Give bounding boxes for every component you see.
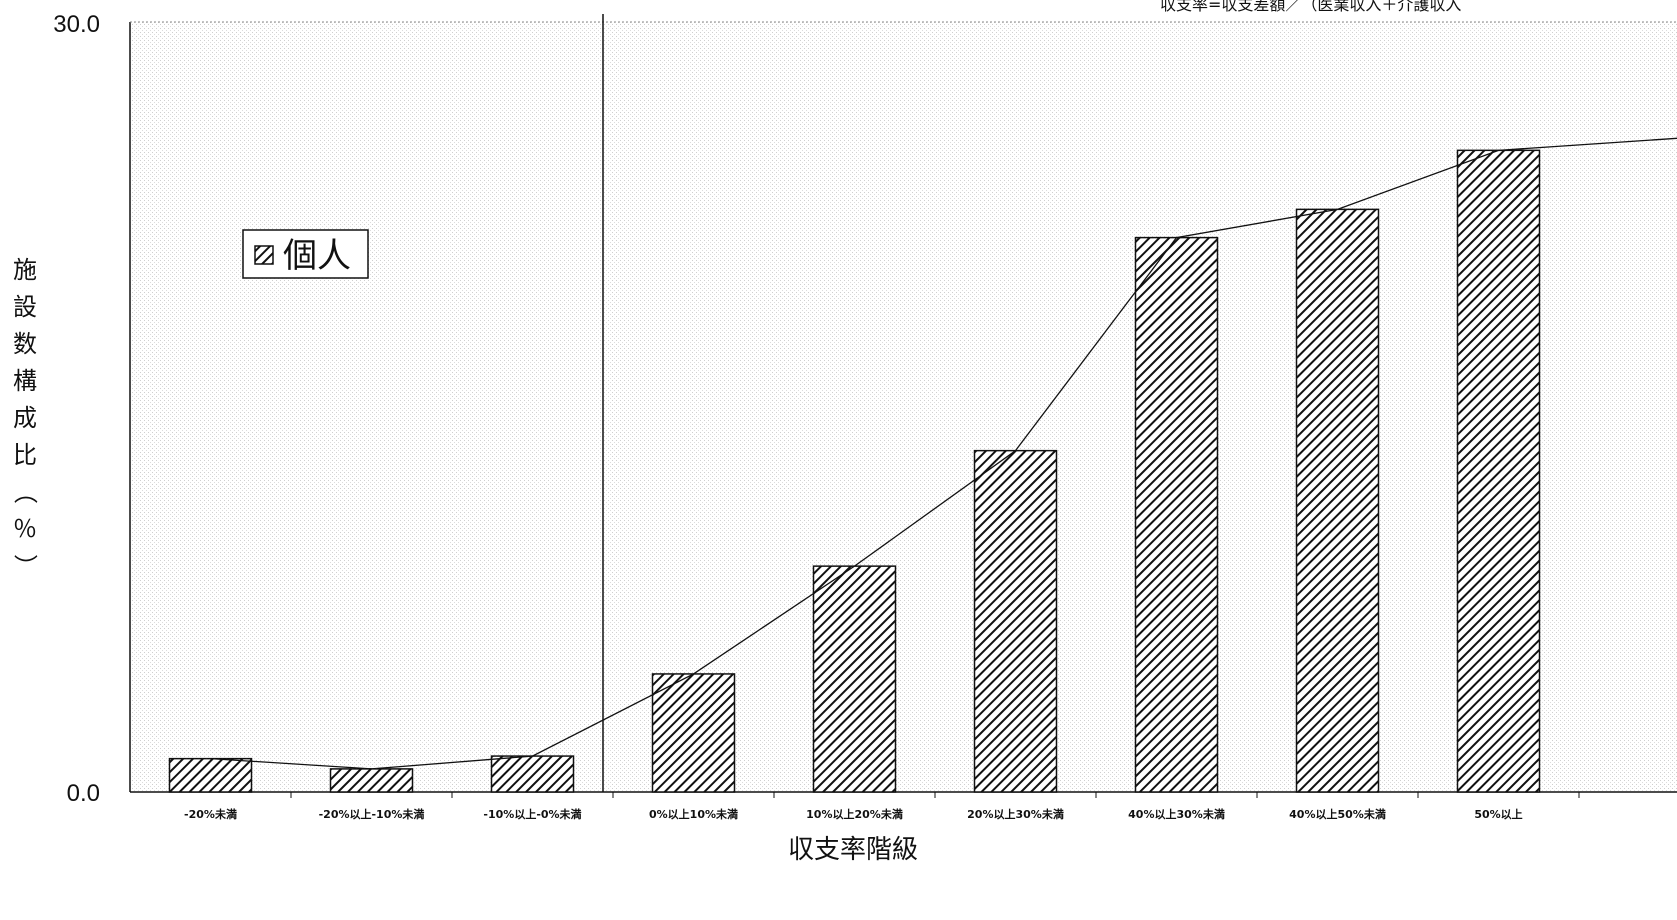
y-axis-label-char: 構 (13, 367, 37, 395)
bar-5 (973, 449, 1058, 793)
y-axis-label-char: 成 (13, 404, 37, 432)
bar-6 (1134, 236, 1219, 793)
y-axis-label-char: （ (11, 480, 39, 504)
y-tick-min: 0.0 (67, 780, 100, 807)
formula-note: 収支率=収支差額／（医業収入＋介護収入 (1160, 0, 1461, 14)
category-label-6: 40%以上30%未満 (1128, 807, 1225, 821)
bar-7 (1295, 208, 1380, 793)
bar-3 (651, 673, 736, 793)
category-label-0: -20%未満 (184, 807, 237, 821)
legend-swatch (254, 245, 274, 265)
y-axis-label-char: ） (11, 554, 39, 578)
category-label-7: 40%以上50%未満 (1289, 807, 1386, 821)
y-tick-max: 30.0 (53, 11, 100, 38)
category-label-5: 20%以上30%未満 (967, 807, 1064, 821)
y-axis-label-char: ％ (13, 515, 37, 543)
bar-0 (168, 757, 253, 793)
bar-8 (1456, 149, 1541, 793)
bar-2 (490, 755, 575, 793)
connector-line (210, 137, 1677, 770)
y-axis-label-char: 施 (13, 256, 37, 284)
category-label-4: 10%以上20%未満 (806, 807, 903, 821)
category-labels: -20%未満 -20%以上-10%未満 -10%以上-0%未満 0%以上10%未満 10… (184, 792, 1580, 821)
bar-4 (812, 565, 897, 793)
category-label-1: -20%以上-10%未満 (319, 807, 425, 821)
y-axis-label-char: 数 (13, 330, 37, 358)
x-axis-label: 収支率階級 (788, 835, 918, 865)
y-axis-label-char: 設 (13, 293, 37, 321)
y-axis-label-char: 比 (13, 441, 37, 469)
category-label-8: 50%以上 (1474, 807, 1522, 821)
bar-1 (329, 768, 414, 793)
bars (168, 149, 1541, 793)
plot-background (130, 22, 1677, 792)
legend: 個人 (242, 229, 369, 279)
legend-label: 個人 (283, 236, 351, 276)
category-label-3: 0%以上10%未満 (649, 807, 738, 821)
category-label-2: -10%以上-0%未満 (483, 807, 581, 821)
